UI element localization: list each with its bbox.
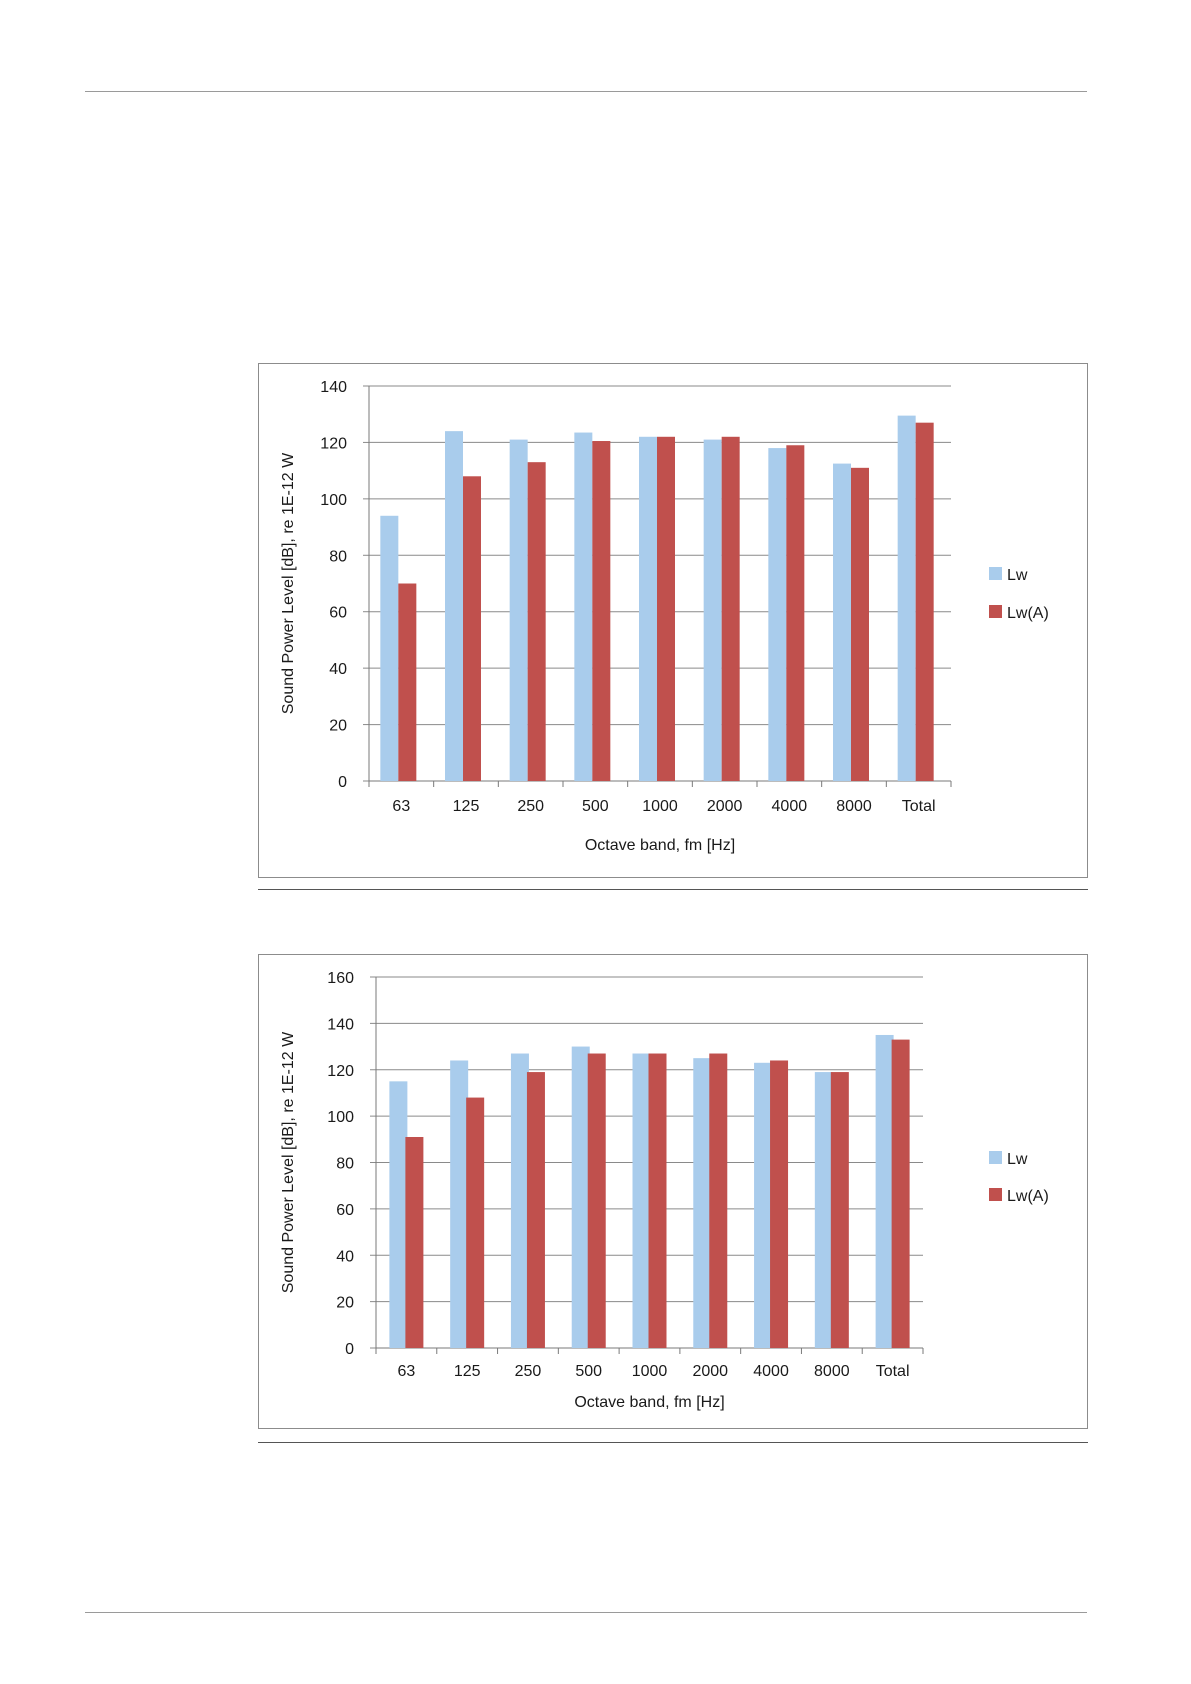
bar-lwa — [592, 441, 611, 781]
page-footer-rule — [85, 1612, 1087, 1613]
bar-lwa — [657, 436, 675, 781]
chart-2: 0 20 40 60 80 100 120 140 160 63 125 250 500 1000 2000… — [280, 970, 1049, 1411]
x-tick-label: 63 — [397, 1363, 415, 1380]
y-tick-label: 80 — [336, 1156, 354, 1173]
x-tick-label: 1000 — [632, 1363, 668, 1380]
y-tick-label: 100 — [327, 1109, 354, 1126]
chart-1: 0 20 40 60 80 100 120 140 63 125 250 500 1000 2000 400… — [280, 379, 1049, 854]
bar-lw — [754, 1062, 773, 1348]
x-tick-label: 250 — [517, 798, 544, 815]
y-axis-title: Sound Power Level [dB], re 1E-12 W — [280, 1031, 297, 1293]
x-tick-label: Total — [876, 1363, 910, 1380]
legend-label-lwa: Lw(A) — [1007, 605, 1049, 622]
x-tick-label: 2000 — [707, 798, 743, 815]
y-tick-label: 100 — [320, 492, 347, 509]
legend-swatch-lw — [989, 567, 1002, 580]
chart-1-caption-rule — [258, 889, 1088, 890]
y-tick-label: 20 — [329, 718, 347, 735]
bar-lw — [632, 1053, 651, 1348]
bar-lw — [450, 1060, 469, 1348]
bar-lwa — [466, 1097, 485, 1348]
bar-lwa — [526, 1072, 545, 1348]
bar-lw — [768, 448, 787, 781]
bar-lw — [574, 432, 593, 781]
bar-lwa — [527, 462, 546, 781]
x-tick-label: 500 — [582, 798, 609, 815]
bar-lwa — [915, 422, 934, 781]
x-tick-label: 4000 — [753, 1363, 789, 1380]
bar-lwa — [709, 1053, 728, 1348]
x-tick-label: 2000 — [692, 1363, 728, 1380]
x-tick-label: 250 — [515, 1363, 542, 1380]
legend-label-lw: Lw — [1007, 567, 1028, 584]
bar-lw — [509, 439, 528, 781]
bar-lwa — [463, 476, 481, 781]
legend-swatch-lwa — [989, 605, 1002, 618]
y-axis-title: Sound Power Level [dB], re 1E-12 W — [280, 452, 297, 714]
bar-lwa — [721, 436, 740, 781]
y-tick-label: 20 — [336, 1295, 354, 1312]
bar-lwa — [830, 1072, 849, 1348]
y-tick-label: 120 — [327, 1063, 354, 1080]
bar-lwa — [398, 583, 417, 781]
y-tick-label: 60 — [329, 605, 347, 622]
bar-lw — [693, 1058, 712, 1348]
chart-2-caption-rule — [258, 1442, 1088, 1443]
legend-label-lwa: Lw(A) — [1007, 1188, 1049, 1205]
chart-1-frame: 0 20 40 60 80 100 120 140 63 125 250 500 1000 2000 400… — [258, 363, 1088, 878]
bar-lwa — [405, 1136, 424, 1348]
bar-lwa — [891, 1039, 910, 1348]
bar-lw — [445, 431, 463, 781]
bar-lw — [703, 439, 722, 781]
x-tick-label: 8000 — [836, 798, 872, 815]
y-tick-label: 80 — [329, 548, 347, 565]
bar-lw — [897, 415, 916, 781]
x-axis-title: Octave band, fm [Hz] — [585, 837, 735, 854]
bar-lw — [639, 436, 657, 781]
x-tick-label: 4000 — [772, 798, 808, 815]
y-tick-label: 40 — [329, 661, 347, 678]
x-tick-label: 8000 — [814, 1363, 850, 1380]
y-tick-label: 140 — [320, 379, 347, 396]
page-header-rule — [85, 91, 1087, 92]
x-axis-title: Octave band, fm [Hz] — [574, 1394, 724, 1411]
bar-lw — [833, 463, 851, 781]
bar-lw — [571, 1046, 590, 1348]
x-tick-label: Total — [902, 798, 936, 815]
bar-lw — [875, 1034, 894, 1348]
bar-lw — [510, 1053, 529, 1348]
bar-lwa — [770, 1060, 789, 1348]
legend-swatch-lw — [989, 1151, 1002, 1164]
x-tick-label: 500 — [575, 1363, 602, 1380]
bar-lwa — [648, 1053, 667, 1348]
bar-lwa — [851, 467, 869, 781]
legend-swatch-lwa — [989, 1188, 1002, 1201]
bar-lw — [380, 515, 399, 781]
y-tick-label: 140 — [327, 1016, 354, 1033]
bar-lwa — [587, 1053, 606, 1348]
x-tick-label: 125 — [453, 798, 480, 815]
y-tick-label: 120 — [320, 435, 347, 452]
bar-lw — [389, 1081, 408, 1348]
legend-label-lw: Lw — [1007, 1151, 1028, 1168]
y-tick-label: 160 — [327, 970, 354, 987]
x-tick-label: 125 — [454, 1363, 481, 1380]
bar-lwa — [786, 445, 805, 781]
chart-2-frame: 0 20 40 60 80 100 120 140 160 63 125 250 500 1000 2000… — [258, 954, 1088, 1429]
x-tick-label: 63 — [392, 798, 410, 815]
bar-lw — [814, 1072, 833, 1348]
y-tick-label: 60 — [336, 1202, 354, 1219]
x-tick-label: 1000 — [642, 798, 678, 815]
y-tick-label: 40 — [336, 1248, 354, 1265]
y-tick-label: 0 — [338, 774, 347, 791]
y-tick-label: 0 — [345, 1341, 354, 1358]
